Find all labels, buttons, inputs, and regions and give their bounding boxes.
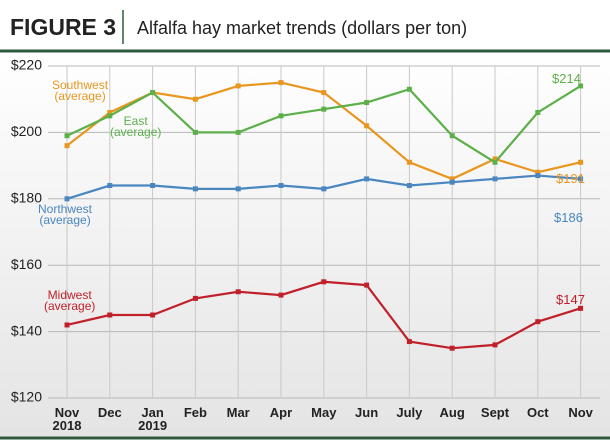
point [578,159,584,165]
series-label: Northwest (average) [38,202,93,227]
point [535,169,541,175]
point [535,173,541,179]
point [321,186,327,192]
point [235,289,241,295]
x-tick-label: Nov [568,405,593,420]
x-tick-label: Sept [480,405,510,420]
point [406,86,412,92]
x-tick-label: July [396,405,423,420]
point [535,109,541,115]
point [64,322,70,328]
point [64,133,70,139]
point [278,183,284,189]
point [321,279,327,285]
y-tick-label: $120 [11,389,42,405]
point [278,113,284,119]
point [235,83,241,89]
point [235,186,241,192]
point [192,129,198,135]
point [449,176,455,182]
point [321,90,327,96]
point [578,305,584,311]
chart-title: Alfalfa hay market trends (dollars per t… [137,18,467,38]
y-tick-label: $160 [11,256,42,272]
point [192,186,198,192]
x-tick-label: Dec [97,405,122,420]
point [64,143,70,149]
point [364,123,370,129]
point [278,292,284,298]
point [492,156,498,162]
point [364,100,370,106]
x-tick-label: Jan 2019 [138,405,168,433]
point [449,133,455,139]
point [492,176,498,182]
x-tick-label: Oct [526,405,549,420]
x-tick-label: Nov 2018 [52,405,82,433]
series-label: Midwest (average) [44,288,96,313]
series-label: Southwest (average) [52,78,109,103]
point [406,339,412,345]
point [492,342,498,348]
point [578,83,584,89]
point [406,159,412,165]
point [492,159,498,165]
point [278,80,284,86]
point [150,90,156,96]
x-tick-label: Mar [226,405,250,420]
y-tick-label: $180 [11,190,42,206]
point [150,183,156,189]
point [449,345,455,351]
point [107,312,113,318]
point [150,312,156,318]
point [406,183,412,189]
value-label: $186 [554,210,583,225]
point [321,106,327,112]
x-tick-label: Aug [439,405,465,420]
point [364,282,370,288]
point [64,196,70,202]
series-label: East (average) [110,114,162,139]
point [192,96,198,102]
value-label: $191 [556,171,585,186]
figure-label: FIGURE 3 [10,14,116,40]
y-tick-label: $220 [11,57,42,73]
x-tick-label: Jun [355,405,379,420]
x-tick-label: Feb [183,405,207,420]
point [364,176,370,182]
x-tick-label: Apr [269,405,293,420]
point [235,129,241,135]
point [107,109,113,115]
point [535,319,541,325]
point [107,113,113,119]
background [0,52,610,437]
point [192,295,198,301]
value-label: $214 [552,71,581,86]
value-label: $147 [556,292,585,307]
point [107,183,113,189]
point [449,179,455,185]
y-tick-label: $200 [11,123,42,139]
point [578,176,584,182]
x-tick-label: May [311,405,337,420]
y-tick-label: $140 [11,322,42,338]
